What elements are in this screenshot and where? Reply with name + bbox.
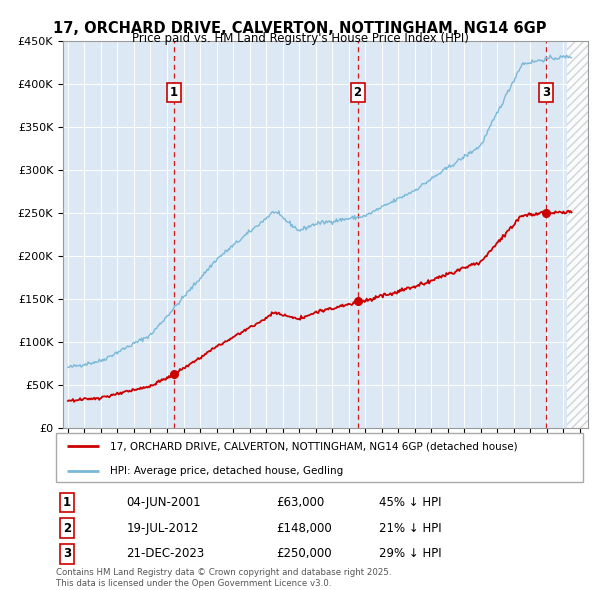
Text: 19-JUL-2012: 19-JUL-2012 [126,522,199,535]
Text: 1: 1 [170,86,178,99]
Text: £148,000: £148,000 [277,522,332,535]
Text: 45% ↓ HPI: 45% ↓ HPI [379,496,441,509]
Text: 17, ORCHARD DRIVE, CALVERTON, NOTTINGHAM, NG14 6GP (detached house): 17, ORCHARD DRIVE, CALVERTON, NOTTINGHAM… [110,441,518,451]
Text: Price paid vs. HM Land Registry's House Price Index (HPI): Price paid vs. HM Land Registry's House … [131,32,469,45]
Text: 3: 3 [542,86,550,99]
Text: 2: 2 [63,522,71,535]
Text: 29% ↓ HPI: 29% ↓ HPI [379,548,441,560]
Text: £250,000: £250,000 [277,548,332,560]
Text: HPI: Average price, detached house, Gedling: HPI: Average price, detached house, Gedl… [110,466,343,476]
Text: £63,000: £63,000 [277,496,325,509]
Text: 1: 1 [63,496,71,509]
Text: 3: 3 [63,548,71,560]
Text: 04-JUN-2001: 04-JUN-2001 [126,496,201,509]
Text: 2: 2 [353,86,362,99]
Text: Contains HM Land Registry data © Crown copyright and database right 2025.
This d: Contains HM Land Registry data © Crown c… [56,568,392,588]
Text: 21-DEC-2023: 21-DEC-2023 [126,548,205,560]
Text: 17, ORCHARD DRIVE, CALVERTON, NOTTINGHAM, NG14 6GP: 17, ORCHARD DRIVE, CALVERTON, NOTTINGHAM… [53,21,547,35]
FancyBboxPatch shape [56,434,583,483]
Text: 21% ↓ HPI: 21% ↓ HPI [379,522,441,535]
